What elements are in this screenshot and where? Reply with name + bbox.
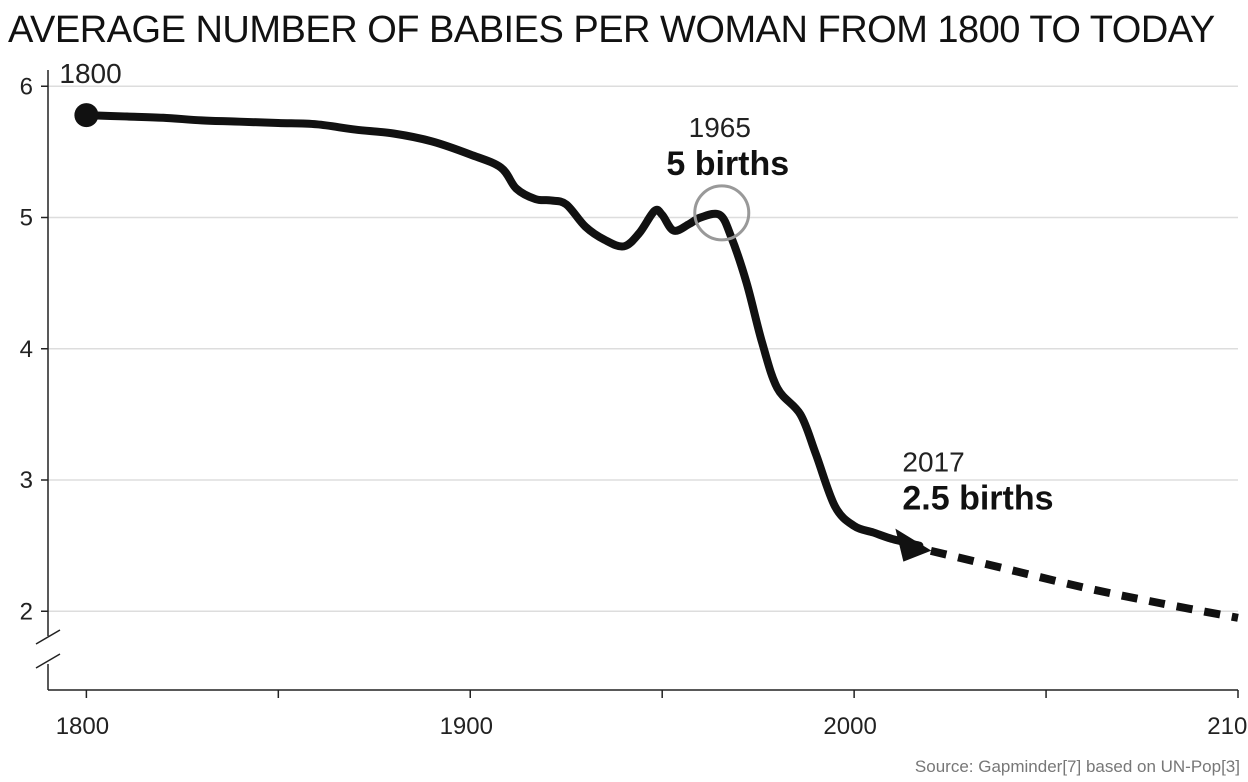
y-tick-label: 2: [20, 598, 33, 625]
x-tick-label: 2100: [1207, 713, 1248, 740]
annotation-year-label: 2017: [902, 447, 964, 478]
annotation-year-label: 1965: [689, 112, 751, 143]
annotation-year-label: 1800: [59, 58, 121, 89]
y-tick-label: 6: [20, 73, 33, 100]
y-tick-label: 3: [20, 467, 33, 494]
annotation-value-label: 2.5 births: [902, 480, 1053, 518]
start-dot: [74, 103, 99, 128]
x-tick-label: 1900: [440, 713, 493, 740]
series-layer: [82, 111, 1239, 622]
axes: 2 3 4 5 6 1800 1900 2000 2100: [20, 70, 1248, 740]
grid-lines: [48, 85, 1238, 612]
y-tick-label: 4: [20, 336, 33, 363]
fertility-line: [82, 111, 924, 550]
projection-line: [929, 546, 1239, 622]
arrow-head: [895, 528, 932, 562]
x-tick-label: 2000: [823, 713, 876, 740]
y-tick-label: 5: [20, 205, 33, 232]
x-tick-label: 1800: [56, 713, 109, 740]
highlight-circle: [693, 184, 751, 242]
chart-title: AVERAGE NUMBER OF BABIES PER WOMAN FROM …: [8, 9, 1215, 51]
annotation-value-label: 5 births: [666, 145, 789, 183]
axis-break-mark: [35, 629, 61, 645]
axis-break-mark: [35, 653, 61, 669]
source-note: Source: Gapminder[7] based on UN-Pop[3]: [915, 757, 1240, 776]
